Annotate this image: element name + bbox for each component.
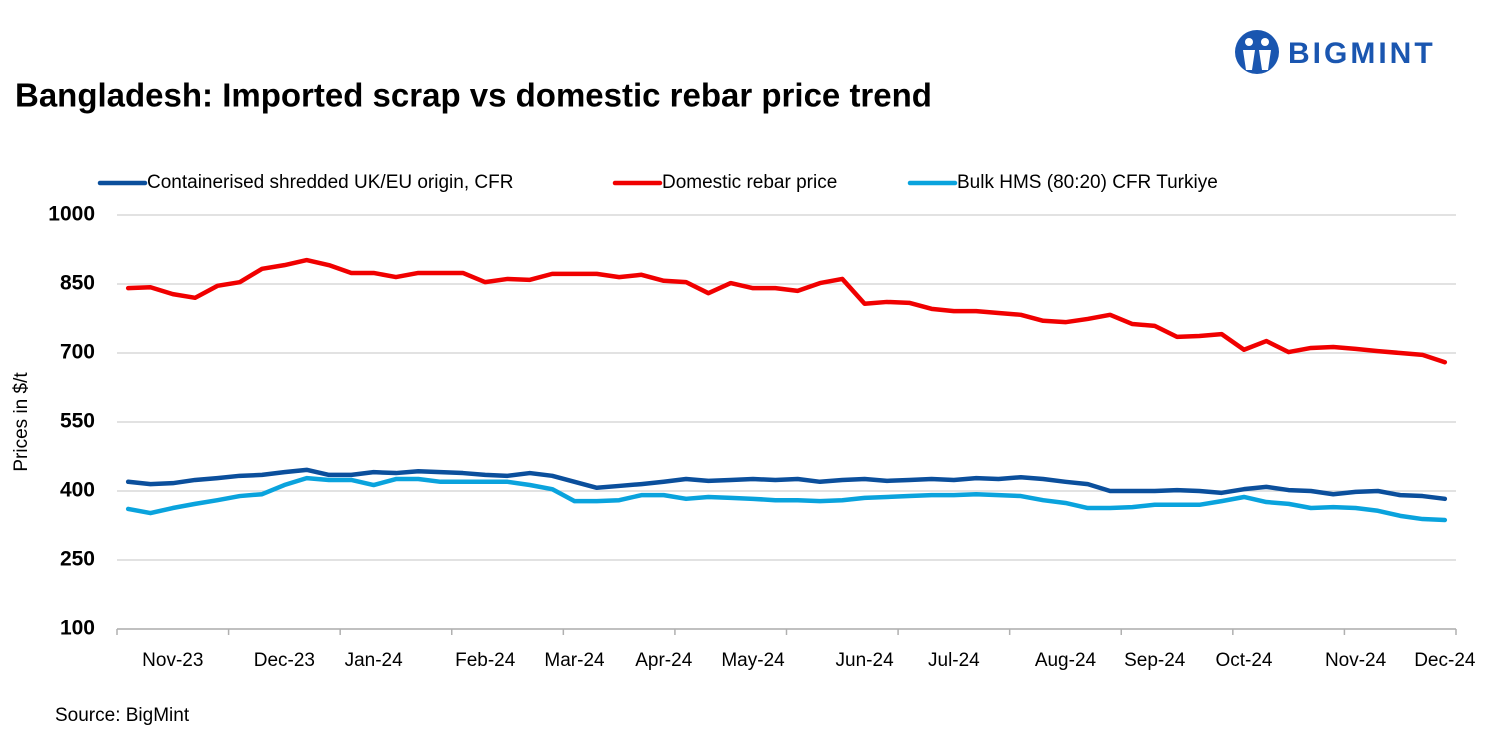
x-tick-label: Apr-24: [635, 650, 692, 671]
source: Source: BigMint: [55, 705, 190, 726]
x-tick-label: Aug-24: [1035, 650, 1097, 671]
legend-label: Containerised shredded UK/EU origin, CFR: [147, 172, 513, 193]
y-tick-label: 850: [60, 272, 95, 295]
x-tick-label: Mar-24: [544, 650, 605, 671]
y-tick-label: 700: [60, 341, 95, 364]
y-tick-label: 250: [60, 548, 95, 571]
x-tick-label: Jul-24: [928, 650, 980, 671]
series-line: [125, 467, 1448, 502]
x-tick-label: Dec-23: [254, 650, 315, 671]
x-tick-label: Sep-24: [1124, 650, 1186, 671]
x-tick-label: May-24: [721, 650, 785, 671]
series-line: [125, 257, 1448, 365]
y-tick-label: 400: [60, 479, 95, 502]
y-axis-title: Prices in $/t: [11, 372, 32, 472]
x-tick-label: Jun-24: [836, 650, 895, 671]
y-tick-label: 1000: [48, 203, 95, 226]
y-tick-label: 100: [60, 617, 95, 640]
chart-title: Bangladesh: Imported scrap vs domestic r…: [15, 77, 932, 114]
x-tick-label: Feb-24: [455, 650, 516, 671]
y-tick-label: 550: [60, 410, 95, 433]
logo-text: BIGMINT: [1288, 37, 1436, 70]
x-tick-label: Oct-24: [1215, 650, 1272, 671]
legend-label: Domestic rebar price: [662, 172, 837, 193]
x-tick-label: Nov-23: [142, 650, 203, 671]
series-line: [125, 475, 1448, 523]
x-tick-label: Dec-24: [1414, 650, 1476, 671]
legend-label: Bulk HMS (80:20) CFR Turkiye: [957, 172, 1218, 193]
logo-icon: [1235, 30, 1279, 74]
x-tick-label: Nov-24: [1325, 650, 1387, 671]
x-tick-label: Jan-24: [345, 650, 404, 671]
